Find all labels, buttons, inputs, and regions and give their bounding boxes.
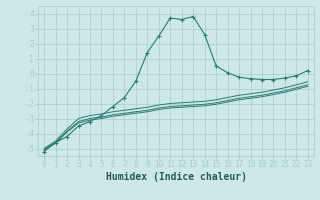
X-axis label: Humidex (Indice chaleur): Humidex (Indice chaleur): [106, 172, 246, 182]
